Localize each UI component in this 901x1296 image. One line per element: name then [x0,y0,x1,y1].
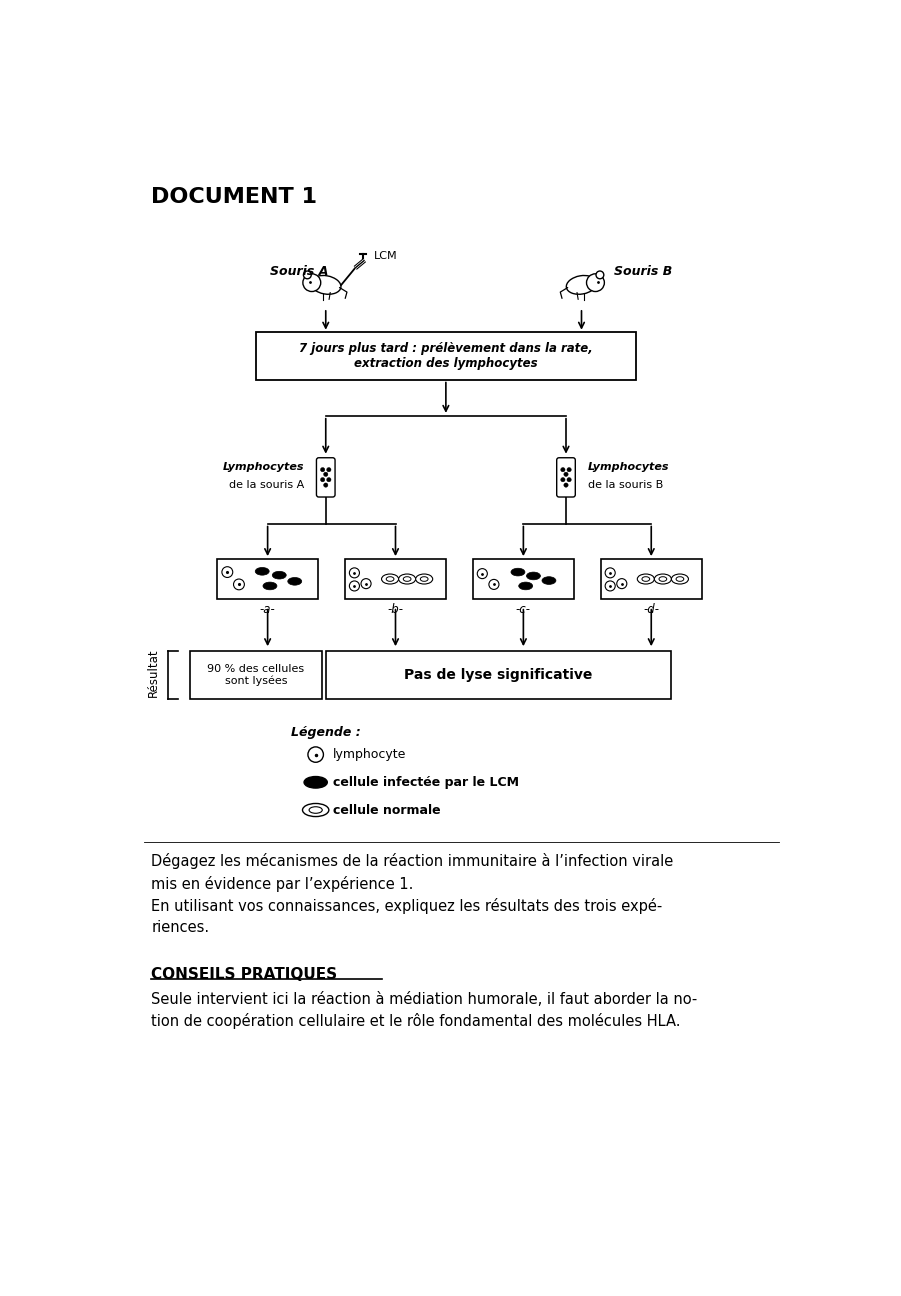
Circle shape [323,472,328,477]
Ellipse shape [659,577,667,582]
Ellipse shape [255,568,269,575]
Ellipse shape [272,572,287,579]
Text: CONSEILS PRATIQUES: CONSEILS PRATIQUES [151,967,338,982]
Circle shape [617,578,627,588]
Text: cellule infectée par le LCM: cellule infectée par le LCM [332,776,519,789]
Ellipse shape [511,568,525,575]
Text: 7 jours plus tard : prélèvement dans la rate,
extraction des lymphocytes: 7 jours plus tard : prélèvement dans la … [299,342,593,369]
Circle shape [327,477,331,482]
Text: Pas de lyse significative: Pas de lyse significative [404,669,592,682]
FancyBboxPatch shape [601,559,702,599]
Text: Lymphocytes: Lymphocytes [223,461,304,472]
Ellipse shape [303,804,329,816]
Text: -b-: -b- [387,603,404,616]
Ellipse shape [642,577,650,582]
Circle shape [596,271,604,279]
Text: -a-: -a- [259,603,276,616]
Circle shape [605,581,615,591]
Ellipse shape [519,582,532,590]
FancyBboxPatch shape [256,332,636,380]
Circle shape [308,746,323,762]
Text: Résultat: Résultat [147,648,159,696]
Circle shape [304,271,311,279]
Ellipse shape [526,572,541,579]
Ellipse shape [420,577,428,582]
Ellipse shape [304,776,327,788]
FancyBboxPatch shape [557,457,576,496]
Circle shape [350,568,359,578]
FancyBboxPatch shape [326,652,670,699]
Text: DOCUMENT 1: DOCUMENT 1 [151,187,317,207]
Ellipse shape [676,577,684,582]
Ellipse shape [542,577,556,584]
Text: 90 % des cellules
sont lysées: 90 % des cellules sont lysées [207,664,305,687]
Text: LCM: LCM [374,250,397,260]
Circle shape [478,569,487,578]
Circle shape [327,468,331,472]
Circle shape [567,468,571,472]
Text: -d-: -d- [643,603,660,616]
Text: Souris B: Souris B [614,264,672,277]
Circle shape [605,568,615,578]
FancyBboxPatch shape [316,457,335,496]
Circle shape [323,483,328,487]
Ellipse shape [398,574,415,584]
FancyBboxPatch shape [473,559,574,599]
Ellipse shape [381,574,398,584]
Ellipse shape [287,578,302,586]
Circle shape [350,581,359,591]
Ellipse shape [387,577,394,582]
Circle shape [321,468,325,472]
Circle shape [233,579,244,590]
Circle shape [567,477,571,482]
Circle shape [489,579,499,590]
Ellipse shape [263,582,277,590]
Ellipse shape [415,574,432,584]
Text: Légende :: Légende : [291,726,360,739]
Ellipse shape [671,574,688,584]
Circle shape [222,566,232,578]
Text: Seule intervient ici la réaction à médiation humorale, il faut aborder la no-
ti: Seule intervient ici la réaction à média… [151,991,697,1029]
Text: Lymphocytes: Lymphocytes [587,461,669,472]
Circle shape [564,472,569,477]
Ellipse shape [654,574,671,584]
Circle shape [321,477,325,482]
Circle shape [587,273,605,292]
Ellipse shape [567,276,596,294]
Circle shape [564,483,569,487]
Ellipse shape [309,806,323,814]
FancyBboxPatch shape [190,652,322,699]
Ellipse shape [637,574,654,584]
Ellipse shape [311,276,341,294]
Text: Dégagez les mécanismes de la réaction immunitaire à l’infection virale
mis en év: Dégagez les mécanismes de la réaction im… [151,853,674,936]
Circle shape [560,477,565,482]
Text: -c-: -c- [516,603,531,616]
Ellipse shape [404,577,411,582]
Text: Souris A: Souris A [270,264,328,277]
Text: cellule normale: cellule normale [332,804,441,816]
Text: de la souris A: de la souris A [229,480,304,490]
Circle shape [303,273,321,292]
Circle shape [361,578,371,588]
Circle shape [560,468,565,472]
Text: de la souris B: de la souris B [587,480,663,490]
Text: lymphocyte: lymphocyte [332,748,406,761]
FancyBboxPatch shape [217,559,318,599]
FancyBboxPatch shape [345,559,446,599]
